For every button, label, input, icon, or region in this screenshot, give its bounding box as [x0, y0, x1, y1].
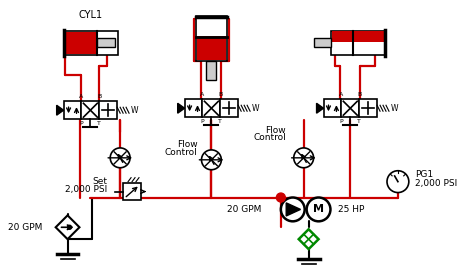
Text: 2,000 PSI: 2,000 PSI	[415, 179, 457, 188]
Bar	[64, 31, 118, 55]
Polygon shape	[317, 103, 324, 113]
Bar	[207, 61, 216, 81]
Text: W: W	[391, 104, 399, 113]
Text: Flow: Flow	[177, 141, 198, 149]
Circle shape	[276, 193, 285, 202]
Text: M: M	[313, 204, 324, 215]
Circle shape	[68, 225, 72, 229]
Text: B: B	[97, 94, 101, 99]
Bar	[341, 99, 359, 117]
Bar	[359, 99, 377, 117]
Text: T: T	[357, 119, 361, 124]
Text: B: B	[357, 92, 361, 97]
Polygon shape	[57, 105, 64, 115]
Text: T: T	[219, 119, 222, 124]
Bar	[123, 183, 141, 201]
Text: W: W	[131, 106, 138, 115]
Polygon shape	[286, 203, 301, 216]
Text: P: P	[339, 119, 343, 124]
Bar	[332, 31, 385, 42]
Text: A: A	[201, 92, 205, 97]
Circle shape	[281, 198, 305, 221]
Text: P: P	[80, 121, 83, 126]
Bar	[64, 101, 82, 119]
Bar	[202, 99, 220, 117]
Bar	[220, 99, 238, 117]
Bar	[97, 38, 115, 47]
Text: 20 GPM: 20 GPM	[9, 223, 43, 232]
Bar	[314, 38, 331, 47]
Circle shape	[307, 198, 330, 221]
Polygon shape	[55, 215, 80, 239]
Circle shape	[110, 148, 130, 168]
Text: 25 HP: 25 HP	[338, 205, 365, 214]
Text: CYL1: CYL1	[78, 10, 102, 20]
Bar	[196, 16, 227, 61]
Text: A: A	[79, 94, 83, 99]
Text: A: A	[339, 92, 344, 97]
Bar	[82, 101, 100, 119]
Text: T: T	[97, 121, 101, 126]
Polygon shape	[299, 229, 319, 249]
Bar	[324, 99, 341, 117]
Text: Set: Set	[92, 177, 107, 186]
Bar	[331, 31, 386, 55]
Text: B: B	[218, 92, 222, 97]
Text: W: W	[252, 104, 260, 113]
Bar	[100, 101, 117, 119]
Bar	[64, 32, 98, 54]
Circle shape	[294, 148, 314, 168]
Text: 2,000 PSI: 2,000 PSI	[65, 185, 107, 194]
Text: PG1: PG1	[415, 170, 433, 179]
Text: P: P	[201, 119, 204, 124]
Bar	[197, 36, 226, 60]
Circle shape	[387, 171, 409, 193]
Polygon shape	[178, 103, 185, 113]
Text: Control: Control	[253, 133, 286, 142]
Text: Flow: Flow	[265, 125, 286, 135]
Circle shape	[201, 150, 221, 170]
Text: Control: Control	[165, 149, 198, 157]
Text: 20 GPM: 20 GPM	[227, 205, 261, 214]
Bar	[185, 99, 202, 117]
